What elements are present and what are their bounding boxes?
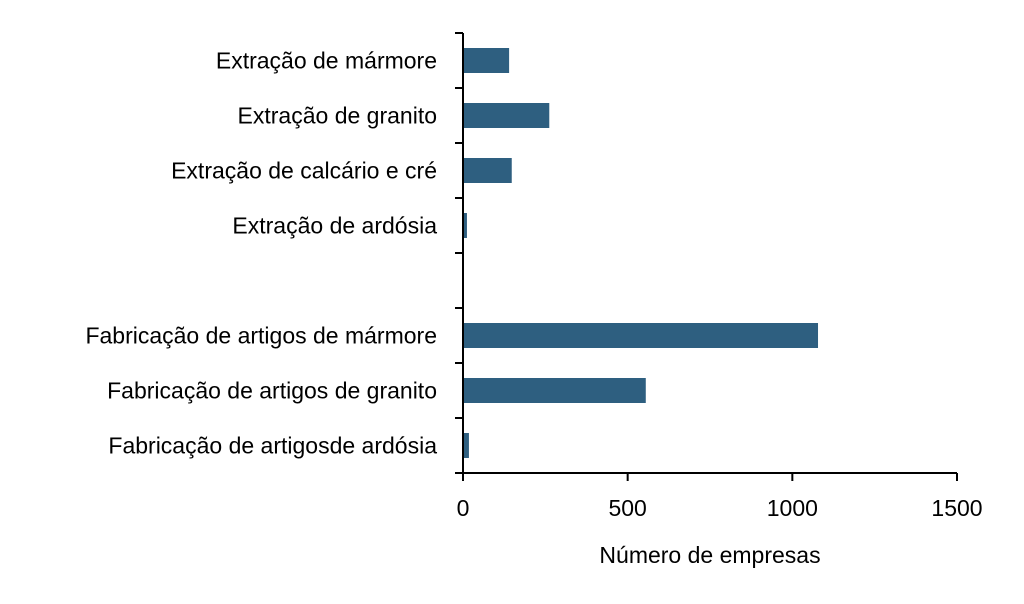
bar — [464, 103, 550, 128]
bar — [464, 378, 646, 403]
bar — [464, 433, 469, 458]
x-axis-ticks: 0 500 1000 1500 — [457, 473, 983, 521]
category-label: Extração de calcário e cré — [171, 158, 437, 184]
x-axis-title: Número de empresas — [599, 542, 820, 568]
category-label: Extração de mármore — [216, 48, 437, 74]
bar — [464, 213, 467, 238]
category-label: Fabricação de artigosde ardósia — [108, 433, 437, 459]
bar — [464, 158, 512, 183]
category-label: Fabricação de artigos de granito — [107, 378, 437, 404]
category-label: Extração de ardósia — [232, 213, 437, 239]
category-label: Extração de granito — [238, 103, 437, 129]
x-tick-label: 1500 — [931, 495, 982, 521]
axes-layer — [455, 32, 957, 474]
bar — [464, 323, 819, 348]
x-tick-label: 0 — [457, 495, 470, 521]
category-labels: Extração de mármore Extração de granito Ex… — [85, 48, 437, 459]
bars-layer — [464, 48, 819, 458]
bar — [464, 48, 510, 73]
x-tick-label: 1000 — [767, 495, 818, 521]
category-label: Fabricação de artigos de mármore — [85, 323, 437, 349]
x-tick-label: 500 — [608, 495, 646, 521]
